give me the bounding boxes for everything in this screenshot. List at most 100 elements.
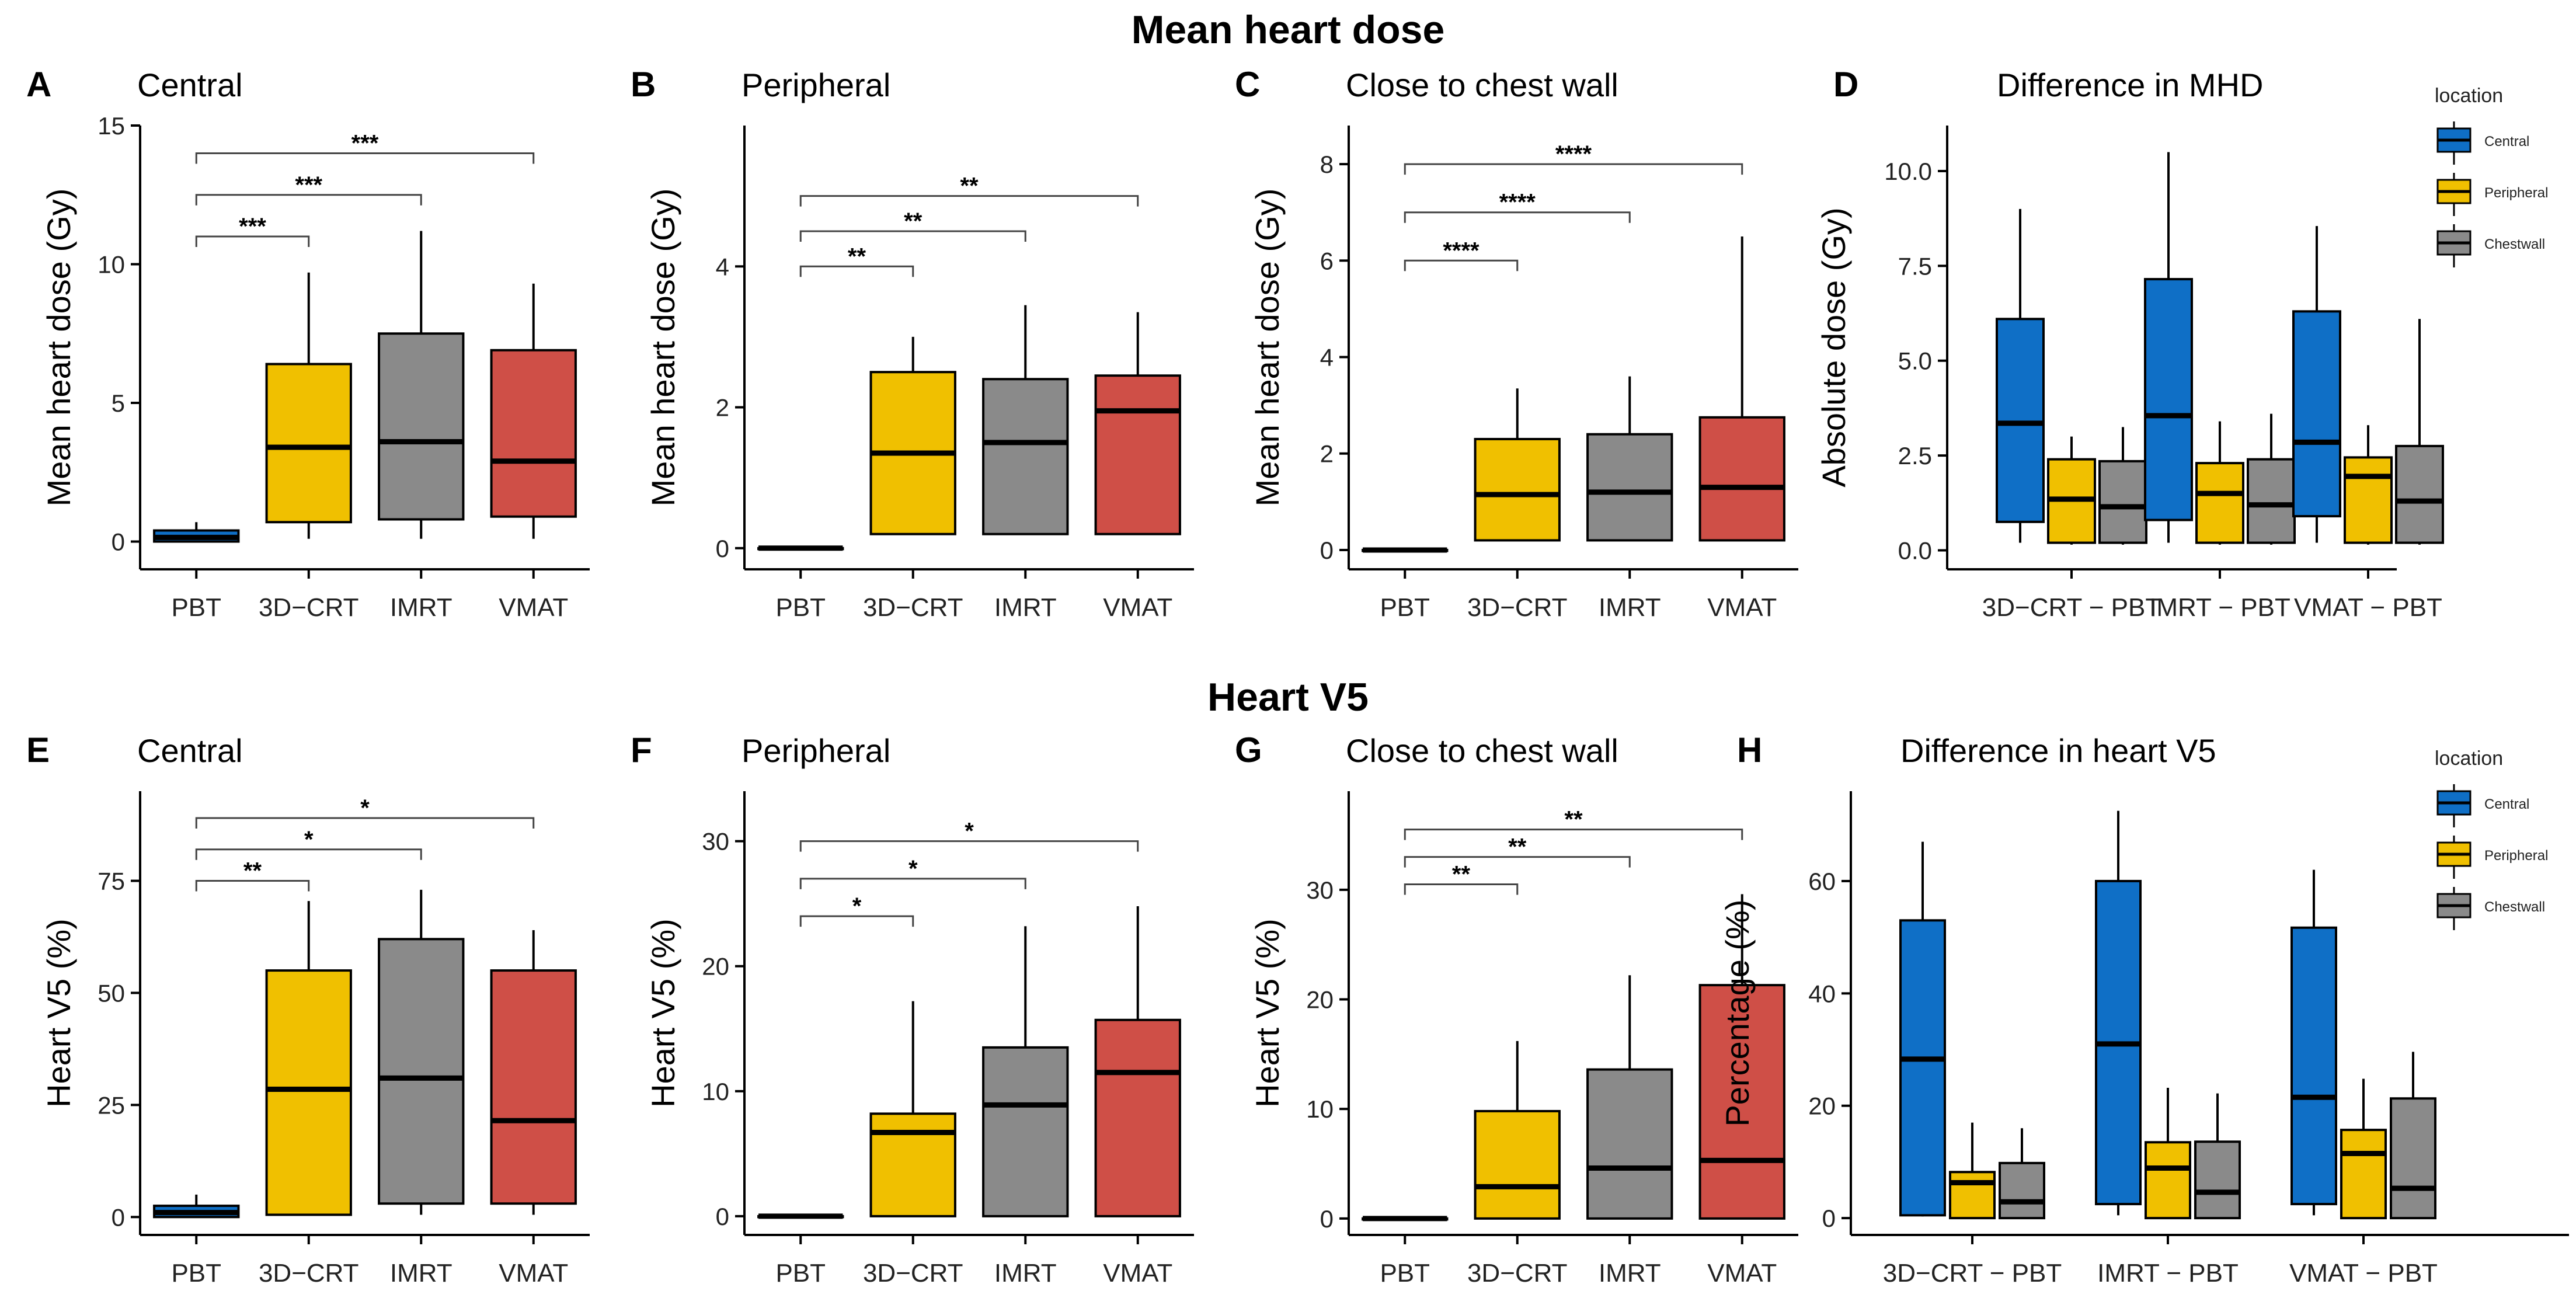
box-3d-crt [869, 336, 956, 535]
significance-label: **** [1499, 190, 1536, 215]
y-tick-label: 10.0 [1884, 158, 1932, 185]
legend-label: Central [2484, 134, 2529, 149]
box-iqr [265, 363, 352, 524]
legend-label: Peripheral [2484, 848, 2548, 864]
panel-letter: E [26, 730, 50, 770]
y-tick-label: 2 [716, 394, 729, 422]
legend-label: Central [2484, 796, 2529, 812]
y-tick-label: 20 [702, 953, 729, 980]
box-chestwall [2194, 1093, 2241, 1220]
x-tick-label: 3D−CRT [1467, 593, 1568, 622]
y-axis-title: Heart V5 (%) [40, 918, 77, 1108]
significance-label: **** [1555, 141, 1592, 167]
box-iqr [2390, 1097, 2436, 1220]
y-tick-label: 2 [1320, 440, 1334, 468]
box-central [2292, 226, 2341, 543]
significance-bracket [1404, 259, 1519, 272]
box-pbt [153, 1194, 240, 1219]
significance-label: *** [239, 214, 266, 239]
x-tick-label: VMAT [499, 593, 568, 622]
y-tick-label: 4 [716, 253, 729, 280]
box-pbt [1362, 1216, 1449, 1222]
significance-label: * [304, 827, 314, 852]
x-tick-label: PBT [775, 593, 826, 622]
y-tick-label: 0 [716, 535, 729, 562]
x-tick-label: VMAT [1707, 1259, 1777, 1287]
significance-bracket [195, 848, 422, 860]
significance-label: *** [351, 131, 379, 156]
box-pbt [757, 545, 844, 551]
panel-letter: A [26, 65, 51, 104]
y-axis-title: Heart V5 (%) [1249, 918, 1286, 1108]
significance-label: * [908, 856, 918, 882]
box-iqr [378, 938, 465, 1205]
box-peripheral [2340, 1078, 2387, 1220]
box-iqr [2195, 462, 2244, 544]
significance-label: ** [848, 243, 866, 269]
box-iqr [2395, 444, 2444, 544]
box-3d-crt [1474, 1041, 1561, 1220]
legend-key-peripheral [2436, 836, 2471, 879]
x-tick-label: PBT [1380, 1259, 1430, 1287]
legend-key-central [2436, 784, 2471, 827]
x-tick-label: 3D−CRT − PBT [1883, 1259, 2062, 1287]
y-tick-label: 5 [112, 389, 125, 417]
x-tick-label: VMAT [1103, 593, 1172, 622]
significance-bracket [195, 880, 310, 892]
box-iqr [1586, 433, 1673, 542]
box-central [2290, 869, 2337, 1216]
y-tick-label: 50 [98, 979, 125, 1007]
x-tick-label: 3D−CRT [1467, 1259, 1568, 1287]
y-tick-label: 0.0 [1898, 537, 1932, 565]
box-iqr [1996, 318, 2045, 523]
panel-letter: G [1235, 730, 1262, 770]
y-tick-label: 10 [98, 251, 125, 279]
box-central [2095, 810, 2142, 1216]
box-iqr [490, 969, 577, 1205]
legend-title: location [2435, 747, 2503, 770]
x-tick-label: IMRT [1599, 1259, 1661, 1287]
x-tick-label: IMRT − PBT [2149, 593, 2290, 622]
legend-key-peripheral [2436, 173, 2471, 216]
significance-label: ** [1564, 807, 1583, 833]
panel-letter: B [631, 65, 656, 104]
box-imrt [982, 926, 1069, 1217]
panel-letter: C [1235, 65, 1260, 104]
panel-title: Peripheral [742, 732, 890, 769]
significance-bracket [195, 235, 310, 247]
y-tick-label: 0 [112, 1203, 125, 1231]
x-tick-label: PBT [775, 1259, 826, 1287]
box-iqr [1698, 984, 1785, 1220]
significance-bracket [799, 230, 1026, 242]
box-iqr [2098, 460, 2147, 544]
box-peripheral [2344, 425, 2393, 545]
significance-bracket [799, 878, 1026, 889]
panel-D: D Difference in MHD 0.0 2.5 5.0 7.5 10.0 Absolu… [1815, 65, 2548, 622]
box-iqr [2340, 1129, 2387, 1220]
y-tick-label: 20 [1306, 986, 1334, 1014]
legend-label: Chestwall [2484, 236, 2545, 252]
panel-A: A Central 0 5 10 15 Mean heart dose (Gy) PBT 3D−… [26, 65, 590, 622]
box-central [1996, 208, 2045, 543]
box-central [1899, 841, 1946, 1217]
box-iqr [869, 1112, 956, 1217]
box-iqr [2290, 926, 2337, 1206]
x-tick-label: 3D−CRT [259, 1259, 359, 1287]
y-tick-label: 4 [1320, 344, 1334, 371]
x-tick-label: VMAT [1103, 1259, 1172, 1287]
significance-bracket [799, 195, 1139, 207]
significance-bracket [1404, 829, 1743, 840]
y-tick-label: 6 [1320, 247, 1334, 274]
legend-key-chestwall [2436, 887, 2471, 930]
box-vmat [490, 930, 577, 1215]
y-tick-label: 20 [1808, 1092, 1836, 1120]
significance-label: ** [904, 208, 923, 234]
box-imrt [982, 305, 1069, 535]
significance-label: *** [295, 172, 322, 198]
box-iqr [490, 349, 577, 518]
y-tick-label: 15 [98, 112, 125, 140]
y-tick-label: 0 [1822, 1205, 1836, 1232]
y-tick-label: 8 [1320, 151, 1334, 178]
box-iqr [1586, 1068, 1673, 1220]
